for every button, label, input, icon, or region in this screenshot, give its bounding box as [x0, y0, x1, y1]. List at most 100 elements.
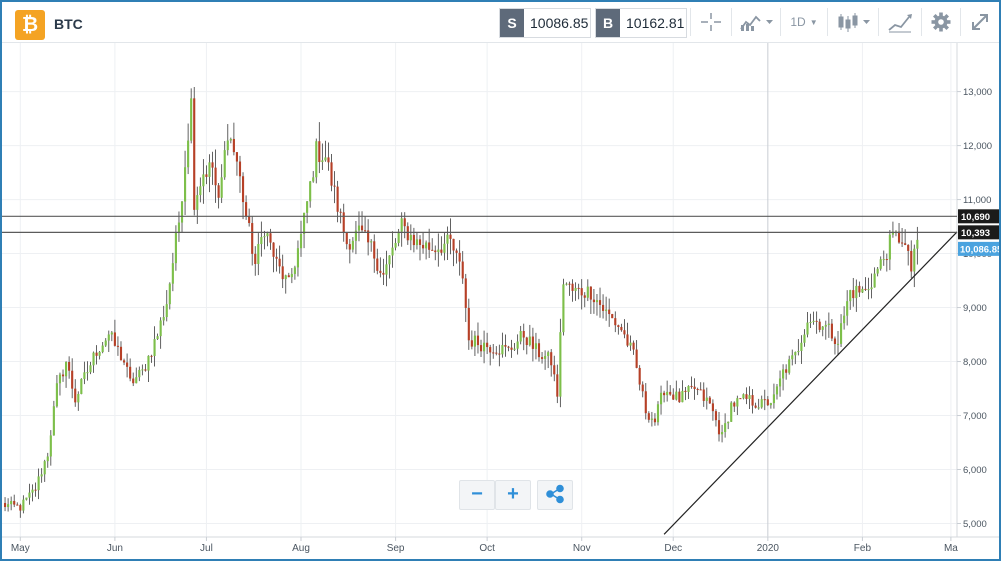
- candle-body: [809, 321, 812, 323]
- candle-body: [199, 186, 202, 196]
- candle-body: [421, 244, 425, 249]
- candle-body: [818, 321, 821, 330]
- candle: [544, 350, 547, 370]
- x-tick-label: Nov: [573, 543, 591, 554]
- candle: [849, 289, 852, 310]
- candle-body: [760, 399, 763, 408]
- candle: [196, 186, 199, 224]
- candle: [534, 332, 538, 360]
- candle: [156, 333, 159, 340]
- zoom-in-button[interactable]: +: [495, 480, 531, 510]
- buy-price-button[interactable]: B 10162.81: [595, 8, 687, 38]
- candle: [40, 468, 43, 483]
- candle: [516, 334, 519, 355]
- candle: [77, 391, 80, 411]
- candle: [464, 273, 467, 322]
- candle-body: [669, 391, 672, 395]
- candle-body: [550, 352, 553, 366]
- candle: [187, 123, 190, 175]
- candle-body: [165, 304, 168, 318]
- candle-body: [190, 98, 193, 141]
- candle-body: [58, 374, 62, 384]
- candle: [656, 401, 660, 426]
- candle: [428, 228, 431, 258]
- candle-body: [614, 318, 617, 326]
- candle-body: [248, 216, 251, 224]
- candle: [748, 386, 751, 410]
- candle-body: [693, 386, 696, 389]
- candle: [824, 320, 827, 340]
- horizontal-line-label-bg: [958, 225, 999, 240]
- candle-body: [187, 140, 190, 168]
- zoom-out-button[interactable]: −: [459, 480, 495, 510]
- candle-body: [901, 242, 904, 244]
- candle: [406, 222, 409, 245]
- candle-body: [281, 266, 284, 280]
- candle-body: [644, 391, 647, 414]
- candle: [467, 298, 470, 350]
- candle: [455, 248, 458, 264]
- candle-body: [257, 244, 260, 264]
- candle-body: [183, 167, 187, 202]
- candle-body: [565, 283, 568, 285]
- candle: [92, 351, 95, 373]
- candle-body: [458, 252, 461, 262]
- candle: [306, 200, 309, 224]
- candle-body: [635, 349, 638, 368]
- candle: [766, 396, 769, 407]
- settings-button[interactable]: [921, 8, 960, 36]
- candle-body: [580, 288, 583, 296]
- candle-body: [293, 267, 296, 274]
- candle: [52, 400, 55, 436]
- candle: [717, 412, 721, 442]
- candle-body: [479, 345, 483, 352]
- candle-body: [510, 347, 513, 350]
- candle-body: [656, 404, 660, 423]
- indicators-button[interactable]: [731, 8, 780, 36]
- candle: [101, 342, 104, 354]
- candle-body: [385, 264, 388, 275]
- candle-body: [22, 499, 25, 511]
- candle: [644, 383, 647, 420]
- candle: [74, 379, 77, 407]
- candle-body: [113, 332, 116, 346]
- candle-body: [415, 239, 419, 246]
- candle: [388, 255, 391, 279]
- sell-price-button[interactable]: S 10086.85: [499, 8, 591, 38]
- candle-body: [315, 141, 318, 178]
- candle: [537, 338, 541, 362]
- candle-body: [74, 388, 77, 403]
- share-button[interactable]: [537, 480, 573, 510]
- price-chart[interactable]: 5,0006,0007,0008,0009,00010,00011,00012,…: [2, 43, 999, 559]
- candle: [461, 251, 464, 284]
- candle-body: [772, 394, 776, 404]
- candle: [830, 319, 833, 342]
- candle-body: [626, 334, 629, 346]
- fullscreen-button[interactable]: [960, 8, 999, 36]
- candle: [827, 312, 830, 338]
- candle: [882, 250, 885, 266]
- chart-type-button[interactable]: [827, 8, 878, 36]
- candle: [296, 240, 300, 277]
- candle-body: [916, 239, 919, 249]
- candle: [815, 311, 818, 334]
- candle-body: [312, 177, 315, 182]
- candle: [708, 395, 711, 404]
- candle-body: [296, 248, 300, 268]
- candle-body: [711, 403, 714, 412]
- crosshair-button[interactable]: [690, 8, 731, 36]
- candle: [797, 339, 800, 356]
- candle: [61, 369, 65, 382]
- candle: [617, 324, 620, 335]
- candle: [595, 293, 599, 316]
- timeframe-dropdown[interactable]: 1D ▼: [780, 8, 827, 36]
- candle: [107, 330, 110, 353]
- candle: [495, 346, 498, 356]
- candle-body: [534, 343, 538, 349]
- draw-tools-button[interactable]: [878, 8, 921, 36]
- candle: [659, 385, 663, 415]
- candle-body: [858, 285, 861, 293]
- candle: [400, 212, 403, 247]
- candle: [394, 238, 397, 251]
- candle: [730, 401, 733, 422]
